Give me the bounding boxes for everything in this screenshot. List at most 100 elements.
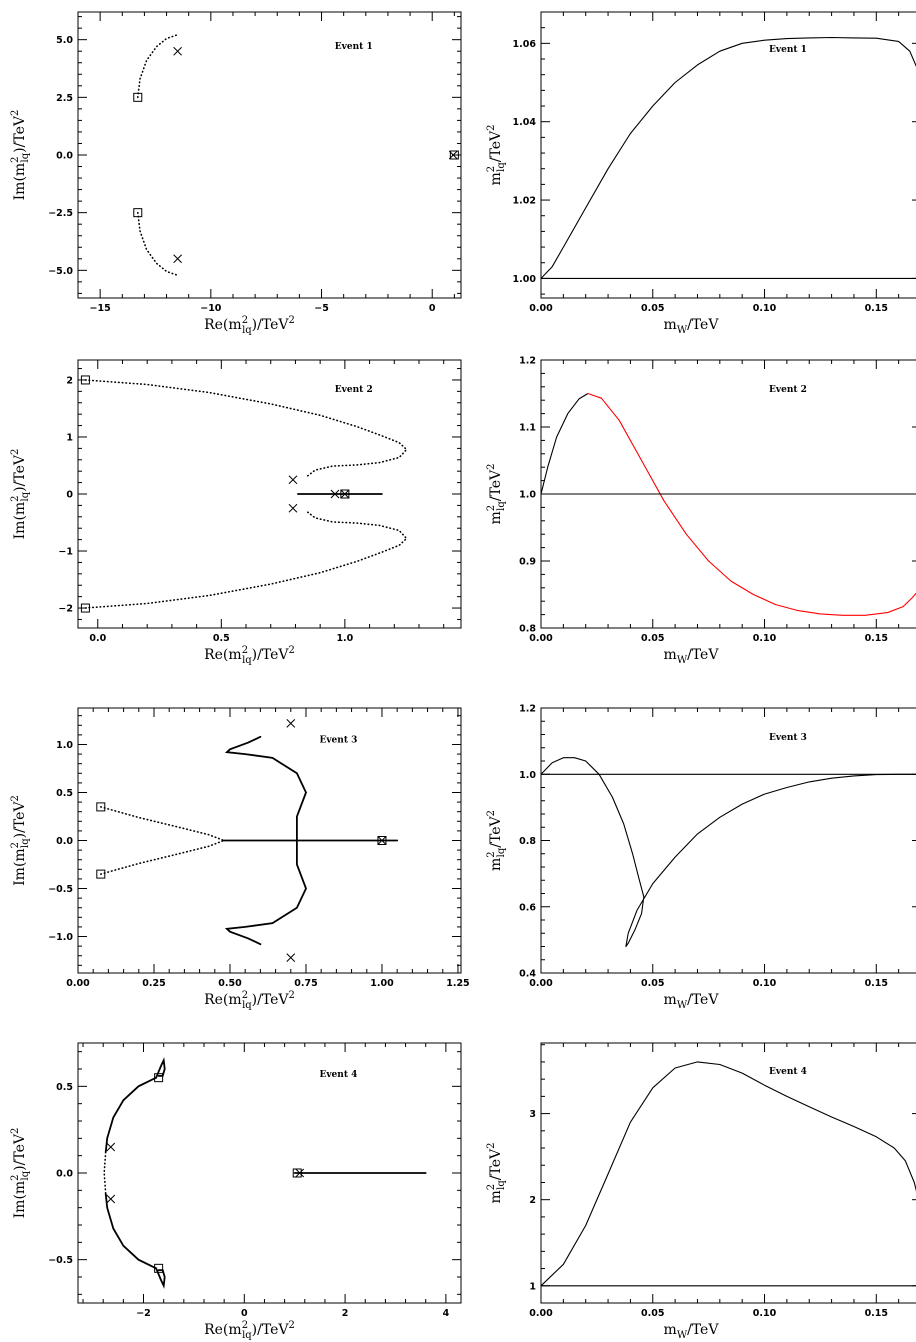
x-tick-label: −10 — [200, 303, 222, 314]
trajectory-curve — [84, 379, 408, 477]
plot-area — [541, 392, 916, 616]
plot-frame — [540, 11, 916, 299]
trajectory-curve — [137, 34, 178, 99]
x-axis-label: mW/TeV — [664, 647, 720, 666]
axis-ticks — [540, 11, 916, 298]
x-tick-label: 0 — [241, 1308, 248, 1319]
axis-ticks — [78, 360, 461, 628]
trajectory-curve — [224, 839, 307, 946]
trajectory-curve — [137, 211, 178, 276]
right-event-2-panel: 0.00 0.05 0.10 0.15 0.8 0.9 1.0 1.1 1.2 Event 2 m2… — [486, 356, 916, 666]
y-tick-label: 1.1 — [519, 423, 536, 434]
x-tick-label: 1.25 — [446, 978, 469, 989]
x-tick-label: 4 — [443, 1308, 450, 1319]
y-axis-label: m2lq/TeV2 — [486, 463, 507, 524]
trajectory-curve — [155, 1057, 166, 1079]
y-tick-label: 1.06 — [513, 39, 537, 50]
plot-area — [541, 1061, 916, 1287]
left-event-1-panel: −15 −10 −5 0 −5.0 −2.5 0.0 2.5 5.0 Event 1 Im(m2lq… — [10, 11, 462, 336]
x-axis-label: mW/TeV — [664, 1322, 720, 1341]
event-annotation: Event 2 — [335, 385, 373, 395]
square-marker — [154, 1073, 164, 1083]
left-event-3-panel: 0.00 0.25 0.50 0.75 1.00 1.25 −1.0 −0.5 0.0 0.5 1.… — [10, 707, 470, 1011]
x-tick-label: 0 — [429, 303, 436, 314]
x-tick-label: 0.10 — [753, 633, 777, 644]
x-axis-label: mW/TeV — [664, 317, 720, 336]
x-tick-label: 0.10 — [753, 1308, 777, 1319]
y-tick-label: 0.6 — [519, 902, 536, 913]
axis-ticks — [77, 708, 461, 973]
x-tick-label: 0.15 — [865, 303, 888, 314]
x-tick-label: 0.15 — [865, 1308, 888, 1319]
y-tick-label: 1.0 — [519, 490, 536, 501]
y-axis-label: Im(m2lq)/TeV2 — [10, 1128, 31, 1219]
plot-frame — [77, 11, 462, 299]
axis-ticks — [540, 707, 916, 974]
axis-ticks — [77, 12, 461, 298]
event-annotation: Event 1 — [769, 45, 807, 55]
plot-area — [80, 375, 408, 613]
y-tick-label: 1.04 — [513, 117, 537, 128]
x-tick-label: 0.00 — [66, 978, 90, 989]
trajectory-curve — [224, 735, 307, 842]
x-tick-label: 0.00 — [529, 978, 553, 989]
x-tick-label: 0.05 — [641, 978, 664, 989]
trajectory-curve — [104, 1192, 157, 1270]
plot-area — [133, 34, 459, 276]
y-tick-label: 5.0 — [56, 35, 73, 46]
x-tick-label: 2 — [342, 1308, 349, 1319]
event-annotation: Event 1 — [335, 42, 373, 52]
y-axis-label: Im(m2lq)/TeV2 — [10, 795, 31, 886]
cross-marker — [295, 1168, 305, 1178]
x-tick-label: −15 — [90, 303, 111, 314]
y-tick-label: 2 — [66, 375, 73, 386]
square-marker — [133, 92, 143, 102]
y-tick-label: −1.0 — [48, 932, 73, 943]
x-tick-label: 0.50 — [218, 978, 242, 989]
cross-marker — [448, 150, 458, 160]
series-line — [541, 1061, 916, 1287]
y-tick-label: −1 — [58, 547, 73, 558]
y-tick-label: 0.4 — [519, 969, 536, 980]
square-marker — [96, 869, 106, 879]
square-marker — [292, 1168, 302, 1178]
x-axis-label: Re(m2 lq)/TeV2 — [204, 315, 295, 336]
x-axis-label: Re(m2 lq)/TeV2 — [204, 990, 295, 1011]
cross-marker — [288, 503, 298, 513]
square-marker — [96, 802, 106, 812]
trajectory-curve — [155, 1267, 166, 1289]
x-tick-label: 0.05 — [641, 1308, 664, 1319]
x-tick-label: −2 — [136, 1308, 151, 1319]
cross-marker — [288, 475, 298, 485]
event-annotation: Event 2 — [769, 385, 807, 395]
right-event-1-panel: 0.00 0.05 0.10 0.15 1.00 1.02 1.04 1.06 Event 1 m… — [486, 11, 916, 336]
square-marker — [154, 1263, 164, 1273]
square-marker — [80, 375, 90, 385]
x-tick-label: 0.00 — [529, 1308, 553, 1319]
y-tick-label: 0.0 — [56, 1169, 73, 1180]
plot-area — [541, 757, 916, 948]
y-axis-label: m2lq/TeV2 — [486, 810, 507, 871]
event-annotation: Event 4 — [769, 1067, 807, 1077]
cross-marker — [106, 1142, 116, 1152]
y-tick-label: 3 — [529, 1109, 536, 1120]
x-axis-label: Re(m2 lq)/TeV2 — [204, 645, 295, 666]
cross-marker — [106, 1194, 116, 1204]
cross-marker — [173, 254, 182, 264]
x-axis-label: Re(m2 lq)/TeV2 — [204, 1320, 295, 1341]
cross-marker — [173, 46, 182, 56]
y-tick-label: 0.8 — [519, 624, 536, 635]
y-tick-label: 1.0 — [56, 740, 73, 751]
x-tick-label: 0.0 — [89, 633, 106, 644]
cross-marker — [377, 836, 387, 845]
y-axis-label: m2lq/TeV2 — [486, 1142, 507, 1203]
x-tick-label: 0.15 — [865, 978, 888, 989]
plot-area — [96, 719, 399, 962]
y-tick-label: −0.5 — [48, 1255, 73, 1266]
right-event-3-panel: 0.00 0.05 0.10 0.15 0.4 0.6 0.8 1.0 1.2 Event 3 m2… — [486, 704, 916, 1011]
trajectory-curve — [100, 806, 225, 842]
square-marker — [80, 603, 90, 613]
left-event-4-panel: −2 0 2 4 −0.5 0.0 0.5 Event 4 Im(m2lq)/TeV2 Re(m2… — [10, 1042, 462, 1341]
square-marker — [449, 150, 459, 160]
y-tick-label: 0.0 — [56, 836, 73, 847]
